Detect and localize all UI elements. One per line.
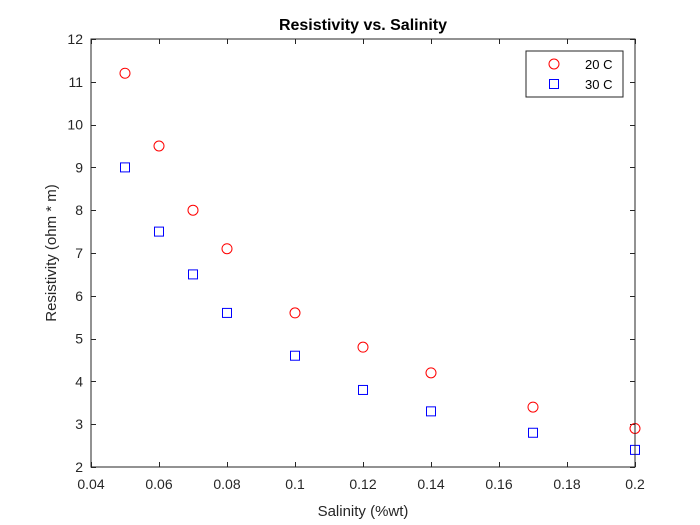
y-tick-label: 5: [75, 331, 83, 347]
data-point: [358, 384, 368, 395]
data-point: [527, 401, 539, 413]
data-point: [120, 162, 130, 173]
data-point: [153, 140, 165, 152]
legend-label: 20 C: [585, 57, 612, 72]
x-tick-label: 0.16: [485, 476, 512, 492]
x-tick-label: 0.08: [213, 476, 240, 492]
y-tick-label: 6: [75, 288, 83, 304]
data-point: [528, 427, 538, 438]
data-point: [187, 204, 199, 216]
tick-layer: 0.04 0.06 0.08 0.1 0.12 0.14 0.16 0.18 0.2 2 3 4 5 6 7…: [67, 31, 645, 492]
y-tick-label: 11: [68, 74, 83, 90]
x-tick-label: 0.1: [285, 476, 305, 492]
y-tick-label: 2: [75, 459, 83, 475]
chart-title: Resistivity vs. Salinity: [279, 17, 447, 34]
x-axis-label: Salinity (%wt): [318, 503, 409, 520]
series-1-points: [119, 67, 641, 434]
data-point: [357, 341, 369, 353]
legend-entries: 20 C 30 C: [548, 57, 612, 92]
y-tick-label: 10: [67, 117, 83, 133]
data-point: [425, 367, 437, 379]
legend: 20 C 30 C: [525, 50, 624, 98]
x-tick-label: 0.06: [145, 476, 172, 492]
y-tick-label: 7: [75, 245, 83, 261]
data-point: [426, 406, 436, 417]
data-point: [222, 307, 232, 318]
x-tick-label: 0.04: [77, 476, 104, 492]
plot-frame: [90, 38, 636, 468]
series-2-points: [120, 162, 640, 455]
legend-marker: [549, 79, 559, 89]
legend-marker: [548, 58, 560, 70]
y-tick-label: 12: [67, 31, 83, 47]
data-point: [290, 350, 300, 361]
data-point: [154, 226, 164, 237]
y-tick-label: 4: [75, 373, 83, 389]
data-point: [289, 307, 301, 319]
x-tick-label: 0.14: [417, 476, 444, 492]
data-points-layer: [119, 67, 641, 455]
x-tick-label: 0.18: [553, 476, 580, 492]
y-axis-label: Resistivity (ohm * m): [43, 184, 60, 322]
data-point: [119, 67, 131, 79]
legend-label: 30 C: [585, 77, 612, 92]
x-tick-label: 0.2: [625, 476, 645, 492]
y-tick-label: 3: [75, 416, 83, 432]
legend-box: [525, 50, 624, 98]
x-tick-label: 0.12: [349, 476, 376, 492]
data-point: [221, 243, 233, 255]
y-tick-label: 8: [75, 202, 83, 218]
data-point: [188, 269, 198, 280]
y-tick-label: 9: [75, 159, 83, 175]
